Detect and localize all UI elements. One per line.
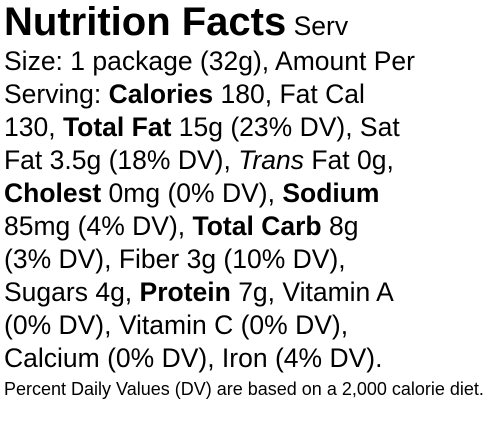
nutrient-name: Calories xyxy=(108,79,214,109)
text-run: 8g xyxy=(321,211,359,241)
text-run: Size: 1 package (32g), Amount Per xyxy=(4,46,415,76)
text-line: Serving: Calories 180, Fat Cal xyxy=(4,78,500,111)
text-run: Calcium (0% DV), Iron (4% DV). xyxy=(4,343,383,373)
nutrient-name: Total Fat xyxy=(62,112,172,142)
text-run: 0mg (0% DV), xyxy=(101,178,283,208)
nutrient-name: Total Carb xyxy=(192,211,322,241)
text-run: 85mg (4% DV), xyxy=(4,211,193,241)
text-run: (3% DV), Fiber 3g (10% DV), xyxy=(4,244,346,274)
text-run: Serv xyxy=(286,11,349,41)
text-run: (0% DV), Vitamin C (0% DV), xyxy=(4,310,349,340)
footnote: Percent Daily Values (DV) are based on a… xyxy=(4,379,484,399)
text-line: (0% DV), Vitamin C (0% DV), xyxy=(4,309,500,342)
text-run: Fat 0g, xyxy=(303,145,394,175)
text-run: Fat 3.5g (18% DV), xyxy=(4,145,239,175)
text-run: Trans xyxy=(238,145,304,175)
text-line: (3% DV), Fiber 3g (10% DV), xyxy=(4,243,500,276)
text-line: 85mg (4% DV), Total Carb 8g xyxy=(4,210,500,243)
text-line: Sugars 4g, Protein 7g, Vitamin A xyxy=(4,276,500,309)
text-run: 130, xyxy=(4,112,63,142)
nutrient-name: Cholest xyxy=(4,178,102,208)
title: Nutrition Facts xyxy=(4,0,287,44)
text-line: Cholest 0mg (0% DV), Sodium xyxy=(4,177,500,210)
nutrient-name: Protein xyxy=(139,277,231,307)
title-line: Nutrition Facts Serv xyxy=(4,0,500,45)
text-line: Fat 3.5g (18% DV), Trans Fat 0g, xyxy=(4,144,500,177)
text-run: 7g, Vitamin A xyxy=(230,277,394,307)
text-run: Serving: xyxy=(4,79,109,109)
text-run: 180, Fat Cal xyxy=(213,79,365,109)
text-line: 130, Total Fat 15g (23% DV), Sat xyxy=(4,111,500,144)
nutrient-name: Sodium xyxy=(282,178,380,208)
text-run: 15g (23% DV), Sat xyxy=(171,112,400,142)
text-run: Sugars 4g, xyxy=(4,277,140,307)
text-line: Calcium (0% DV), Iron (4% DV). xyxy=(4,342,500,375)
text-line: Size: 1 package (32g), Amount Per xyxy=(4,45,500,78)
